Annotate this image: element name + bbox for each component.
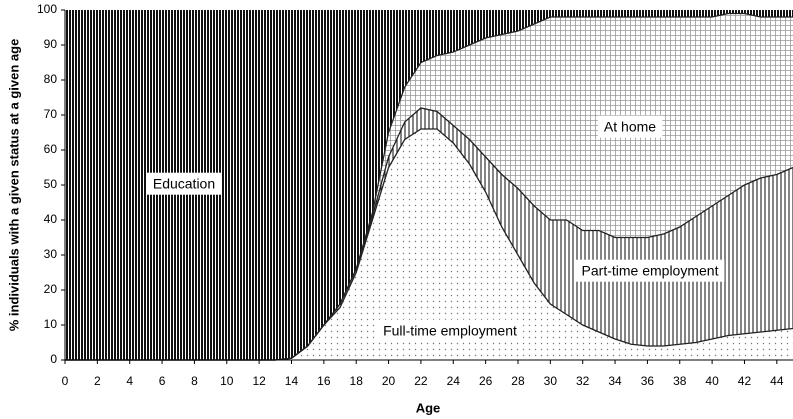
y-tick-label: 90 [44,37,58,51]
x-tick-label: 30 [544,374,558,388]
y-tick-label: 40 [44,212,58,226]
area [65,10,793,360]
area [65,108,793,360]
x-tick-label: 6 [159,374,166,388]
y-tick-label: 10 [44,317,58,331]
x-axis-title: Age [416,400,441,415]
y-tick-label: 80 [44,72,58,86]
x-tick-label: 28 [511,374,525,388]
area [65,129,793,360]
x-tick-label: 14 [285,374,299,388]
series-label: Part-time employment [582,263,719,279]
x-tick-label: 42 [738,374,752,388]
x-tick-label: 36 [641,374,655,388]
x-tick-label: 40 [705,374,719,388]
area [65,13,793,360]
x-tick-label: 26 [479,374,493,388]
series-label: At home [604,119,656,135]
y-tick-label: 60 [44,142,58,156]
series-label-bg [575,259,725,282]
series-label: Full-time employment [383,323,517,339]
series-label-group: Part-time employment [575,259,725,282]
series-label-group: Full-time employment [377,319,524,342]
x-tick-label: 8 [191,374,198,388]
y-tick-label: 100 [37,2,57,16]
series-label-group: At home [597,115,663,138]
series-label-group: Education [146,172,222,195]
x-tick-label: 4 [126,374,133,388]
x-tick-label: 12 [252,374,266,388]
x-tick-label: 32 [576,374,590,388]
x-tick-label: 20 [382,374,396,388]
x-tick-label: 10 [220,374,234,388]
y-tick-label: 20 [44,282,58,296]
series-label-bg [377,319,524,342]
series-label-bg [597,115,663,138]
y-tick-label: 0 [50,352,57,366]
x-tick-label: 0 [62,374,69,388]
x-tick-label: 18 [350,374,364,388]
x-tick-label: 38 [673,374,687,388]
series-label-bg [146,172,222,195]
y-tick-label: 30 [44,247,58,261]
x-tick-label: 44 [770,374,784,388]
x-tick-label: 2 [94,374,101,388]
y-tick-label: 50 [44,177,58,191]
series-label: Education [153,176,215,192]
x-tick-label: 22 [414,374,428,388]
x-tick-label: 24 [447,374,461,388]
y-tick-label: 70 [44,107,58,121]
x-tick-label: 16 [317,374,331,388]
y-axis-title: % individuals with a given status at a g… [6,39,21,332]
x-tick-label: 34 [608,374,622,388]
